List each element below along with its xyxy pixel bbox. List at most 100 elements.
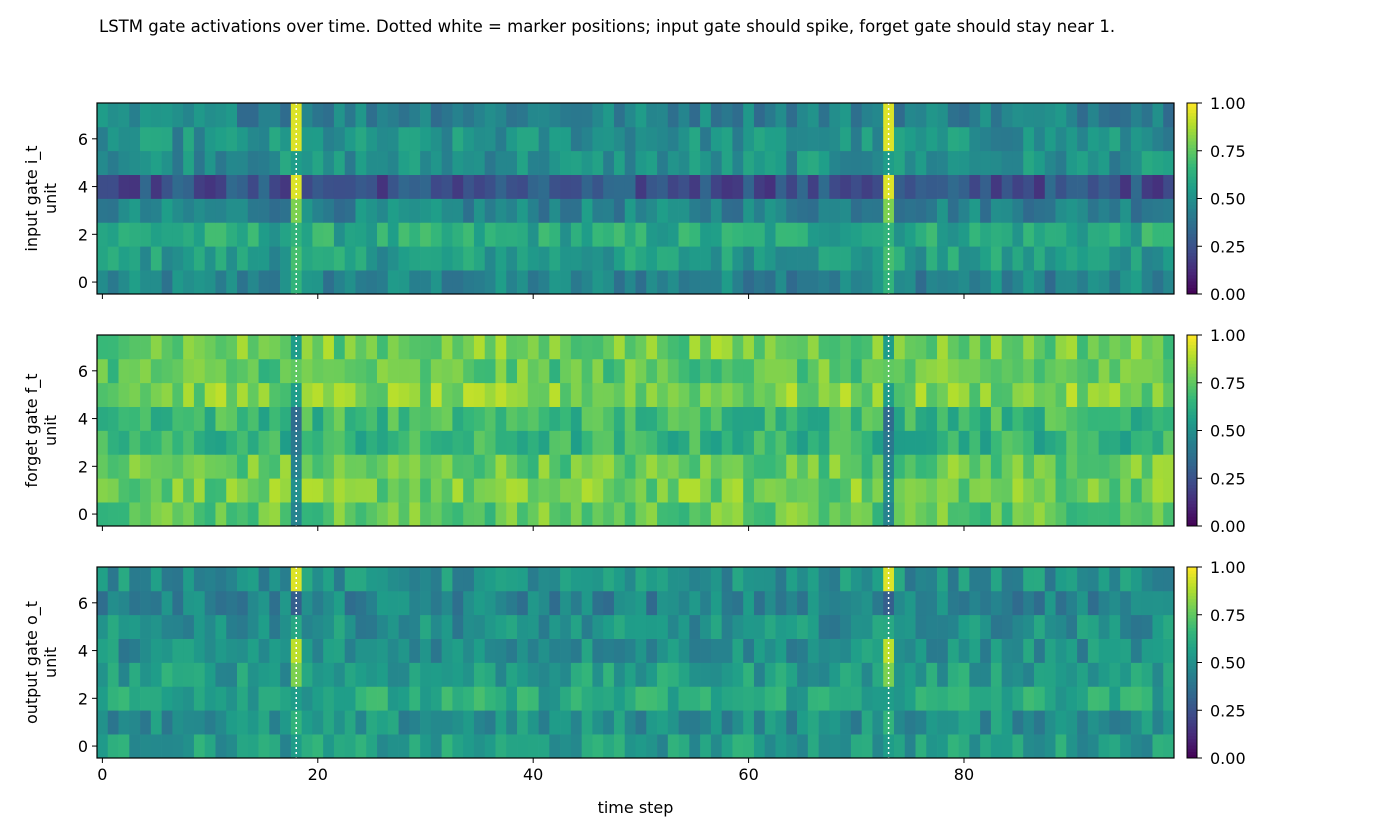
colorbar-segment bbox=[1187, 430, 1197, 435]
heatmap-cell bbox=[172, 478, 184, 503]
heatmap-cell bbox=[667, 734, 679, 759]
heatmap-cell bbox=[377, 382, 389, 407]
heatmap-cell bbox=[97, 686, 109, 711]
heatmap-cell bbox=[883, 567, 895, 592]
x-tick-label: 60 bbox=[738, 765, 758, 784]
heatmap-cell bbox=[883, 662, 895, 687]
heatmap-cell bbox=[226, 222, 238, 247]
heatmap-cell bbox=[140, 103, 152, 128]
colorbar-segment bbox=[1187, 398, 1197, 403]
colorbar-segment bbox=[1187, 719, 1197, 724]
heatmap-cell bbox=[613, 686, 626, 711]
heatmap-cell bbox=[926, 198, 938, 223]
heatmap-cell bbox=[1033, 126, 1046, 152]
heatmap-cell bbox=[678, 478, 690, 503]
heatmap-cell bbox=[204, 126, 216, 152]
heatmap-cell bbox=[495, 382, 507, 407]
heatmap-cell bbox=[764, 430, 776, 455]
colorbar-tick-label: 0.25 bbox=[1210, 237, 1246, 256]
heatmap-cell bbox=[527, 686, 539, 711]
heatmap-cell bbox=[613, 710, 626, 735]
heatmap-cell bbox=[829, 270, 841, 295]
heatmap-cell bbox=[517, 430, 529, 455]
heatmap-cell bbox=[172, 174, 184, 199]
heatmap-cell bbox=[1152, 198, 1164, 223]
heatmap-cell bbox=[430, 382, 442, 407]
colorbar-tick-label: 0.00 bbox=[1210, 749, 1246, 768]
heatmap-cell bbox=[355, 710, 367, 735]
heatmap-cell bbox=[990, 430, 1003, 455]
heatmap-cell bbox=[980, 126, 992, 152]
heatmap-cell bbox=[204, 686, 216, 711]
heatmap-cell bbox=[430, 198, 442, 223]
heatmap-cell bbox=[312, 126, 324, 152]
heatmap-cell bbox=[872, 478, 884, 503]
heatmap-cell bbox=[764, 126, 776, 152]
heatmap-cell bbox=[237, 430, 249, 455]
heatmap-cell bbox=[1077, 358, 1089, 384]
heatmap-cell bbox=[247, 126, 259, 152]
heatmap-cell bbox=[97, 734, 109, 759]
heatmap-cell bbox=[969, 126, 981, 152]
heatmap-cell bbox=[409, 246, 421, 271]
heatmap-cell bbox=[721, 734, 733, 759]
heatmap-cell bbox=[280, 710, 292, 735]
heatmap-cell bbox=[667, 686, 679, 711]
heatmap-cell bbox=[861, 406, 873, 431]
heatmap-cell bbox=[1087, 246, 1099, 271]
heatmap-cell bbox=[1012, 567, 1024, 592]
colorbar-segment bbox=[1187, 411, 1197, 415]
heatmap-cell bbox=[893, 270, 906, 295]
heatmap-cell bbox=[506, 270, 518, 295]
heatmap-cell bbox=[527, 478, 539, 503]
colorbar-segment bbox=[1187, 738, 1197, 743]
heatmap-cell bbox=[904, 454, 916, 479]
heatmap-cell bbox=[786, 174, 798, 199]
heatmap-cell bbox=[1023, 686, 1035, 711]
heatmap-cell bbox=[1023, 662, 1035, 687]
heatmap-cell bbox=[129, 406, 141, 431]
heatmap-cell bbox=[140, 222, 152, 247]
heatmap-cell bbox=[215, 358, 227, 384]
colorbar-tick-label: 0.25 bbox=[1210, 701, 1246, 720]
heatmap-cell bbox=[473, 198, 486, 223]
heatmap-cell bbox=[1109, 246, 1121, 271]
heatmap-cell bbox=[937, 454, 949, 479]
colorbar-segment bbox=[1187, 252, 1197, 257]
heatmap-cell bbox=[990, 638, 1003, 663]
heatmap-cell bbox=[323, 335, 335, 360]
heatmap-cell bbox=[581, 222, 593, 247]
colorbar-segment bbox=[1187, 208, 1197, 212]
heatmap-cell bbox=[592, 662, 604, 687]
heatmap-cell bbox=[430, 686, 442, 711]
heatmap-cell bbox=[549, 734, 561, 759]
heatmap-cell bbox=[1130, 126, 1143, 152]
heatmap-cell bbox=[333, 478, 346, 503]
heatmap-cell bbox=[624, 478, 636, 503]
heatmap-cell bbox=[700, 590, 712, 616]
heatmap-cell bbox=[700, 150, 712, 175]
heatmap-cell bbox=[398, 358, 410, 384]
heatmap-cell bbox=[549, 174, 561, 199]
heatmap-cell bbox=[549, 103, 561, 128]
heatmap-cell bbox=[420, 614, 432, 639]
heatmap-cell bbox=[495, 454, 507, 479]
heatmap-cell bbox=[937, 590, 949, 616]
heatmap-cell bbox=[743, 502, 755, 527]
heatmap-cell bbox=[333, 126, 346, 152]
colorbar-segment bbox=[1187, 227, 1197, 231]
heatmap-cell bbox=[1163, 567, 1175, 592]
heatmap-cell bbox=[107, 590, 119, 616]
heatmap-cell bbox=[840, 406, 852, 431]
axes-frame bbox=[96, 566, 1175, 759]
colorbar-segment bbox=[1187, 732, 1197, 737]
heatmap-cell bbox=[1163, 126, 1175, 152]
heatmap-cell bbox=[366, 590, 378, 616]
heatmap-cell bbox=[818, 614, 830, 639]
heatmap-cell bbox=[517, 335, 529, 360]
heatmap-cell bbox=[1033, 174, 1046, 199]
heatmap-cell bbox=[710, 567, 723, 592]
colorbar-tick-label: 0.50 bbox=[1210, 422, 1246, 441]
heatmap-cell bbox=[753, 270, 766, 295]
heatmap-cell bbox=[463, 270, 475, 295]
